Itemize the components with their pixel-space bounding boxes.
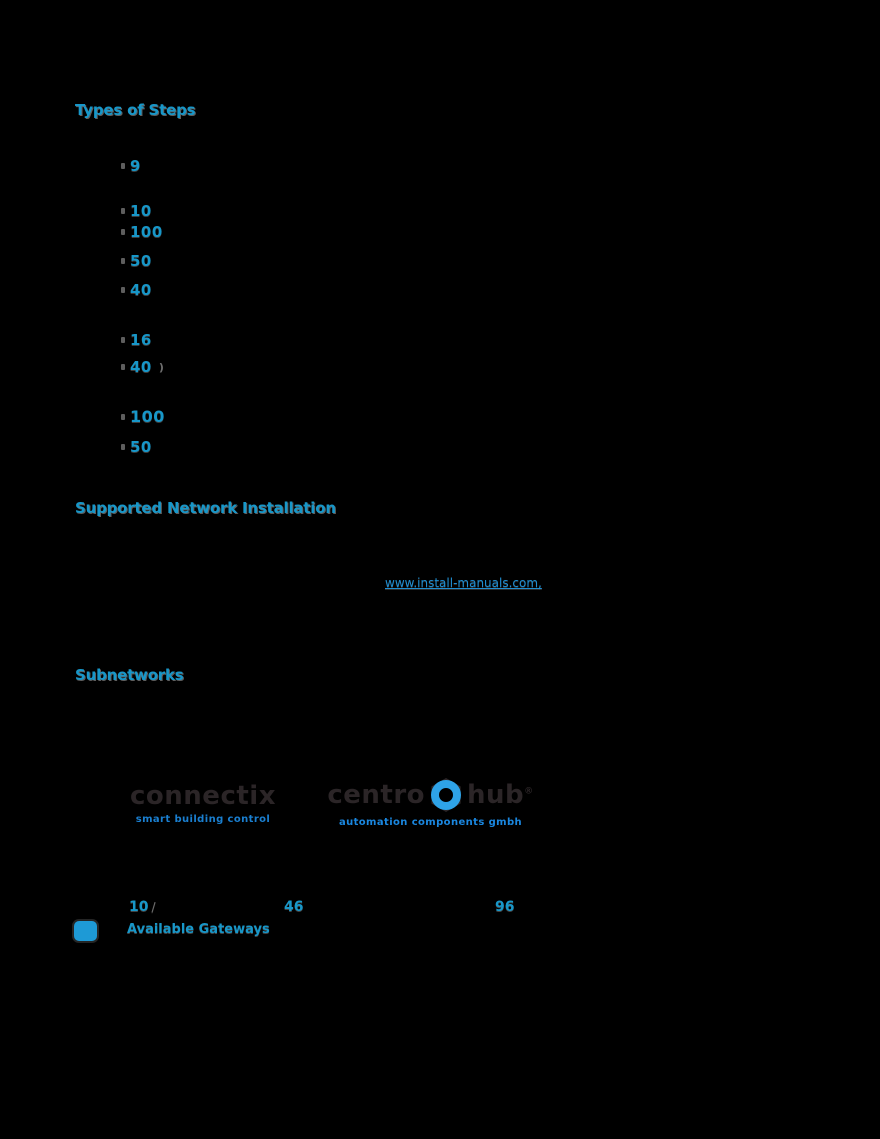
bullet-tick-icon — [121, 364, 125, 370]
section-title-subnetworks: Subnetworks — [75, 666, 184, 684]
step-value-link[interactable]: 50 — [130, 438, 152, 456]
step-value-link[interactable]: 40 — [130, 281, 152, 299]
step-value-link[interactable]: 100 — [130, 223, 163, 241]
gray-suffix-mark: ) — [158, 360, 164, 374]
list-item[interactable]: 10 — [121, 202, 152, 220]
bullet-tick-icon — [121, 337, 125, 343]
vendor-right-tagline: automation components gmbh — [338, 817, 523, 828]
step-value-link[interactable]: 100 — [130, 407, 165, 426]
bullet-tick-icon — [121, 258, 125, 264]
step-value-link[interactable]: 10 — [130, 202, 152, 220]
list-item[interactable]: 40 ) — [121, 358, 164, 376]
registered-trademark-mark: ® — [524, 786, 534, 797]
bullet-tick-icon — [121, 208, 125, 214]
vendor-right-wordmark-pre: centro — [327, 780, 426, 810]
footer-page-ref-left[interactable]: 10/ — [129, 899, 156, 915]
vendor-left-tagline: smart building control — [135, 814, 271, 825]
list-item[interactable]: 50 — [121, 438, 152, 456]
bullet-tick-icon — [121, 444, 125, 450]
step-value-link[interactable]: 16 — [130, 331, 152, 349]
footer-gateways-link[interactable]: Available Gateways — [127, 922, 270, 937]
list-item[interactable]: 9 — [121, 157, 141, 175]
manual-hyperlink[interactable]: www.install-manuals.com, — [385, 576, 542, 590]
bullet-tick-icon — [121, 287, 125, 293]
vendor-logo-left: connectix smart building control — [128, 783, 278, 825]
footer-page-ref-right[interactable]: 96 — [495, 899, 515, 915]
list-item[interactable]: 100 — [121, 407, 165, 426]
step-value-link[interactable]: 40 — [130, 358, 152, 376]
separator-slash: / — [151, 900, 156, 914]
footer-brand-mark-icon — [74, 921, 97, 941]
step-value-link[interactable]: 9 — [130, 157, 141, 175]
bullet-tick-icon — [121, 413, 125, 420]
gear-ring-icon — [429, 778, 463, 812]
bullet-tick-icon — [121, 163, 125, 169]
list-item[interactable]: 100 — [121, 223, 163, 241]
vendor-logo-right: centro hub® automation components gmbh — [327, 778, 533, 828]
bullet-tick-icon — [121, 229, 125, 235]
list-item[interactable]: 40 — [121, 281, 152, 299]
section-title-network-installation: Supported Network Installation — [75, 499, 336, 517]
vendor-left-wordmark: connectix — [130, 781, 276, 811]
section-title-types-of-steps: Types of Steps — [75, 101, 196, 119]
vendor-right-wordmark-post: hub® — [467, 780, 534, 810]
list-item[interactable]: 50 — [121, 252, 152, 270]
footer-page-ref-mid[interactable]: 46 — [284, 899, 304, 915]
list-item[interactable]: 16 — [121, 331, 152, 349]
step-value-link[interactable]: 50 — [130, 252, 152, 270]
